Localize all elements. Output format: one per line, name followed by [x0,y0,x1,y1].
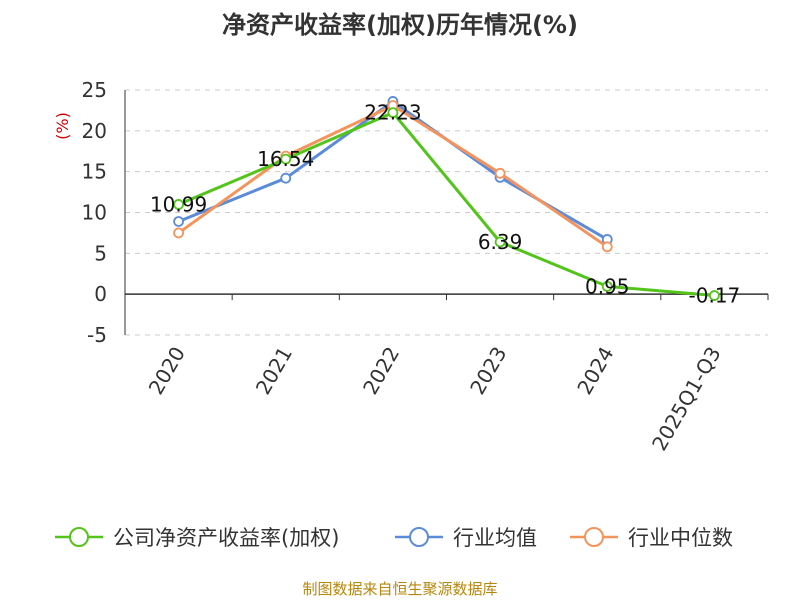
y-axis-unit: (%) [53,112,72,140]
data-labels: 10.99 16.54 22.23 6.39 0.95 -0.17 [150,101,740,308]
y-tick-label: 10 [82,201,107,225]
series-point[interactable] [387,107,399,119]
series-point[interactable] [494,167,506,179]
series-line [177,111,715,298]
legend-marker-icon [69,527,89,547]
legend-item-2[interactable]: 行业中位数 [570,526,733,550]
x-tick-label: 2025Q1-Q3 [647,343,726,455]
y-tick-label: 15 [82,160,107,184]
data-label: 16.54 [257,147,314,171]
legend[interactable]: 公司净资产收益率(加权) 行业均值 行业中位数 [55,526,733,550]
legend-item-0[interactable]: 公司净资产收益率(加权) [55,526,339,550]
y-tick-label: -5 [87,323,107,347]
y-tick-label: 0 [94,282,107,306]
axes: -5 0 5 10 15 20 25 2020 2021 2022 2023 2024 2025Q1-Q… [82,78,769,455]
y-tick-label: 20 [82,119,107,143]
series-point[interactable] [494,236,506,248]
x-tick-label: 2020 [144,343,190,399]
data-label: 6.39 [478,230,523,254]
source-note: 制图数据来自恒生聚源数据库 [302,580,497,598]
series-point[interactable] [173,216,184,227]
series-point[interactable] [280,153,292,165]
series-point[interactable] [601,241,613,253]
series-0 [173,107,720,301]
series-point[interactable] [173,227,184,239]
series-point[interactable] [280,172,292,184]
data-label: 22.23 [364,101,421,125]
grid [125,89,768,336]
x-tick-label: 2023 [465,343,511,399]
legend-marker-icon [409,527,429,547]
legend-label: 公司净资产收益率(加权) [113,526,339,550]
y-tick-label: 25 [82,78,107,102]
data-label: 0.95 [585,274,630,298]
legend-marker-icon [584,527,604,547]
x-tick-label: 2024 [572,343,618,399]
x-tick-label: 2022 [358,343,404,399]
data-label: 10.99 [150,192,207,216]
x-tick-label: 2021 [251,343,297,399]
series-point[interactable] [601,281,613,292]
chart-title: 净资产收益率(加权)历年情况(%) [222,11,578,39]
y-tick-label: 5 [94,241,107,265]
data-label: -0.17 [689,284,741,308]
series-2 [173,100,613,253]
series-point[interactable] [173,199,184,210]
series-layer [173,96,720,301]
legend-label: 行业中位数 [628,526,733,550]
legend-label: 行业均值 [453,526,537,550]
series-point[interactable] [709,290,720,301]
legend-item-1[interactable]: 行业均值 [395,526,537,550]
